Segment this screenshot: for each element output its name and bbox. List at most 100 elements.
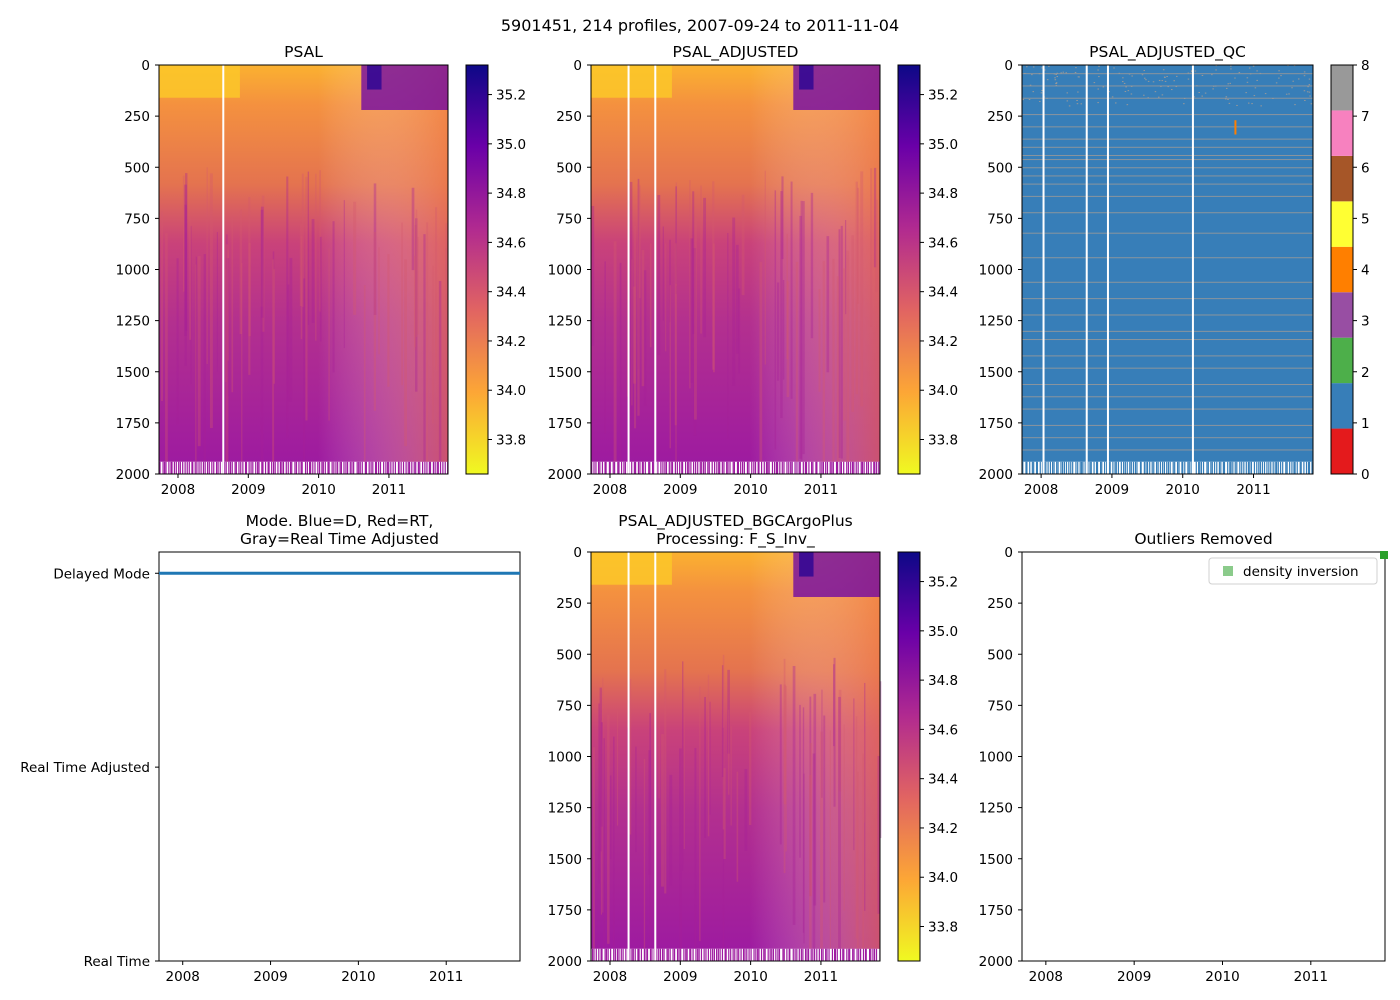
heatmap-bottom-fringe (775, 948, 777, 961)
heatmap-bottom-fringe (374, 461, 377, 474)
qc-flag-speck (1039, 100, 1041, 102)
heatmap-bottom-fringe (175, 461, 177, 474)
x-tick-label: 2011 (1294, 969, 1328, 985)
y-tick-label: 1250 (548, 314, 582, 330)
heatmap-streak (675, 186, 677, 294)
heatmap-streak (604, 261, 606, 434)
heatmap-streak (226, 234, 228, 377)
qc-bottom-fringe (1035, 461, 1038, 474)
heatmap-bottom-fringe (191, 461, 193, 474)
qc-bottom-fringe (1239, 461, 1241, 474)
colorbar-segment-6 (1331, 155, 1353, 202)
heatmap-bottom-fringe (826, 461, 829, 474)
heatmap-bottom-fringe (333, 461, 335, 474)
heatmap-streak (864, 682, 866, 911)
qc-bottom-fringe (1227, 461, 1229, 474)
heatmap-bottom-fringe (792, 948, 794, 961)
heatmap-streak (674, 243, 677, 426)
heatmap-streak (609, 775, 612, 859)
qc-flag-speck (1143, 77, 1146, 79)
heatmap-field (159, 65, 449, 474)
qc-bottom-fringe (1033, 461, 1035, 474)
heatmap-bottom-fringe (639, 461, 641, 474)
heatmap-bottom-fringe (638, 948, 640, 961)
qc-bottom-fringe (1112, 461, 1114, 474)
qc-bottom-fringe (1130, 461, 1132, 474)
heatmap-bottom-fringe (660, 461, 662, 474)
heatmap-bottom-fringe (439, 461, 442, 474)
heatmap-salty-core (799, 65, 814, 90)
heatmap-streak (600, 722, 603, 827)
heatmap-streak (833, 664, 835, 747)
y-tick-label: 1250 (548, 801, 582, 817)
qc-bottom-fringe (1270, 461, 1272, 474)
qc-flag-speck (1297, 78, 1300, 80)
qc-bottom-fringe (1022, 461, 1024, 474)
heatmap-bottom-fringe (805, 461, 808, 474)
qc-flag-speck (1126, 104, 1129, 106)
qc-bottom-fringe (1291, 461, 1293, 474)
qc-flag-speck (1066, 100, 1069, 102)
qc-flag-speck (1253, 95, 1256, 97)
heatmap-bottom-fringe (704, 461, 706, 474)
heatmap-bottom-fringe (870, 948, 872, 961)
qc-flag-band (1022, 257, 1313, 259)
qc-flag-speck (1228, 102, 1231, 104)
qc-bottom-fringe (1188, 461, 1190, 474)
x-tick-label: 2009 (1095, 482, 1129, 498)
heatmap-streak (838, 696, 841, 949)
heatmap-bottom-fringe (379, 461, 382, 474)
heatmap-bottom-fringe (625, 948, 627, 961)
colorbar-tick-label: 34.0 (496, 383, 526, 399)
heatmap-streak (248, 242, 251, 337)
heatmap-salty-core (799, 552, 814, 577)
colorbar-tick-label: 0 (1361, 467, 1370, 483)
heatmap-bottom-fringe (717, 948, 719, 961)
colorbar-tick-label: 34.4 (928, 285, 958, 301)
qc-flag-speck (1183, 97, 1186, 99)
heatmap-bottom-fringe (808, 461, 810, 474)
colorbar (897, 64, 921, 475)
heatmap-bottom-fringe (865, 948, 867, 961)
heatmap-bottom-fringe (818, 948, 820, 961)
heatmap-bottom-fringe (651, 948, 653, 961)
qc-flag-speck (1307, 86, 1309, 88)
heatmap-bottom-fringe (392, 461, 394, 474)
heatmap-streak (613, 736, 615, 949)
qc-flag-speck (1097, 69, 1099, 71)
qc-flag-speck (1259, 72, 1262, 74)
x-tick-label: 2009 (663, 482, 697, 498)
heatmap-bottom-fringe (643, 948, 645, 961)
heatmap-streak (722, 727, 725, 949)
heatmap-streak (599, 687, 602, 852)
qc-flag-speck (1306, 91, 1309, 93)
qc-flag-speck (1280, 75, 1282, 77)
heatmap-streak (690, 238, 694, 383)
heatmap-bottom-fringe (814, 948, 816, 961)
y-tick-label: 2000 (979, 954, 1013, 970)
qc-flag-speck (1143, 70, 1145, 72)
qc-bottom-fringe (1124, 461, 1126, 474)
qc-bottom-fringe (1206, 461, 1208, 474)
heatmap-bottom-fringe (750, 948, 752, 961)
heatmap-bottom-fringe (791, 461, 793, 474)
colorbar-tick-label: 4 (1361, 263, 1370, 279)
qc-bottom-fringe (1285, 461, 1287, 474)
qc-bottom-fringe (1145, 461, 1147, 474)
heatmap-bottom-fringe (171, 461, 173, 474)
qc-flag-band (1022, 281, 1313, 283)
colorbar-tick-label: 34.2 (928, 334, 958, 350)
heatmap-bottom-fringe (653, 461, 655, 474)
heatmap-streak (683, 688, 685, 850)
qc-flag-4-mark (1234, 120, 1237, 135)
qc-flag-speck (1143, 94, 1145, 96)
colorbar-tick-label: 33.8 (928, 920, 958, 936)
qc-flag-speck (1078, 76, 1080, 78)
heatmap-bottom-fringe (419, 461, 421, 474)
qc-bottom-fringe (1249, 461, 1251, 474)
heatmap-streak (675, 283, 677, 462)
heatmap-bottom-fringe (878, 461, 880, 474)
y-tick-label: 1500 (979, 365, 1013, 381)
colorbar-tick-label: 34.6 (928, 722, 958, 738)
heatmap-bottom-fringe (422, 461, 424, 474)
